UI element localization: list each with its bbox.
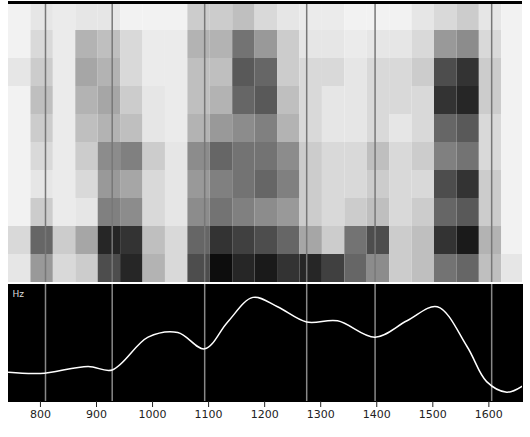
svg-text:1200: 1200 xyxy=(251,408,279,421)
svg-text:1600: 1600 xyxy=(475,408,503,421)
svg-text:1000: 1000 xyxy=(139,408,167,421)
svg-text:800: 800 xyxy=(30,408,51,421)
svg-text:Hz: Hz xyxy=(13,289,25,299)
svg-text:900: 900 xyxy=(86,408,107,421)
svg-text:1100: 1100 xyxy=(195,408,223,421)
svg-text:1300: 1300 xyxy=(307,408,335,421)
svg-text:1400: 1400 xyxy=(363,408,391,421)
svg-text:1500: 1500 xyxy=(419,408,447,421)
